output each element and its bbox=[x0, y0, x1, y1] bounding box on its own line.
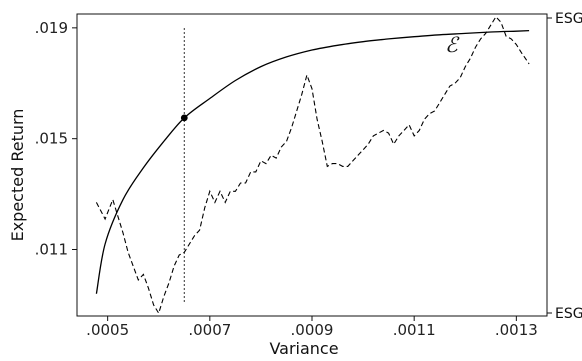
x-tick-label: .0009 bbox=[291, 321, 334, 339]
esg-dashed-line bbox=[95, 15, 530, 315]
x-tick-label: .0007 bbox=[188, 321, 231, 339]
efficient-frontier-line bbox=[95, 29, 530, 294]
frontier-curve-label: ℰ bbox=[445, 33, 460, 57]
x-tick-label: .0005 bbox=[86, 321, 129, 339]
x-tick-label: .0013 bbox=[495, 321, 538, 339]
axes-layer bbox=[72, 13, 552, 321]
x-tick-label: .0011 bbox=[393, 321, 436, 339]
plot-frame bbox=[76, 13, 548, 317]
labels-layer: .0005 .0007 .0009 .0011 .0013 .011 .015 .019 ESG… bbox=[8, 11, 582, 358]
right-bottom-label: ESG′ bbox=[555, 306, 582, 322]
y-tick-label: .015 bbox=[35, 130, 68, 148]
x-axis-title: Variance bbox=[269, 339, 338, 358]
y-tick-label: .019 bbox=[35, 19, 68, 37]
right-top-label: ESG″ bbox=[555, 11, 582, 27]
y-axis-title: Expected Return bbox=[8, 109, 27, 242]
frontier-marker-point bbox=[180, 114, 188, 122]
y-tick-label: .011 bbox=[35, 241, 68, 259]
series-layer bbox=[95, 15, 530, 315]
